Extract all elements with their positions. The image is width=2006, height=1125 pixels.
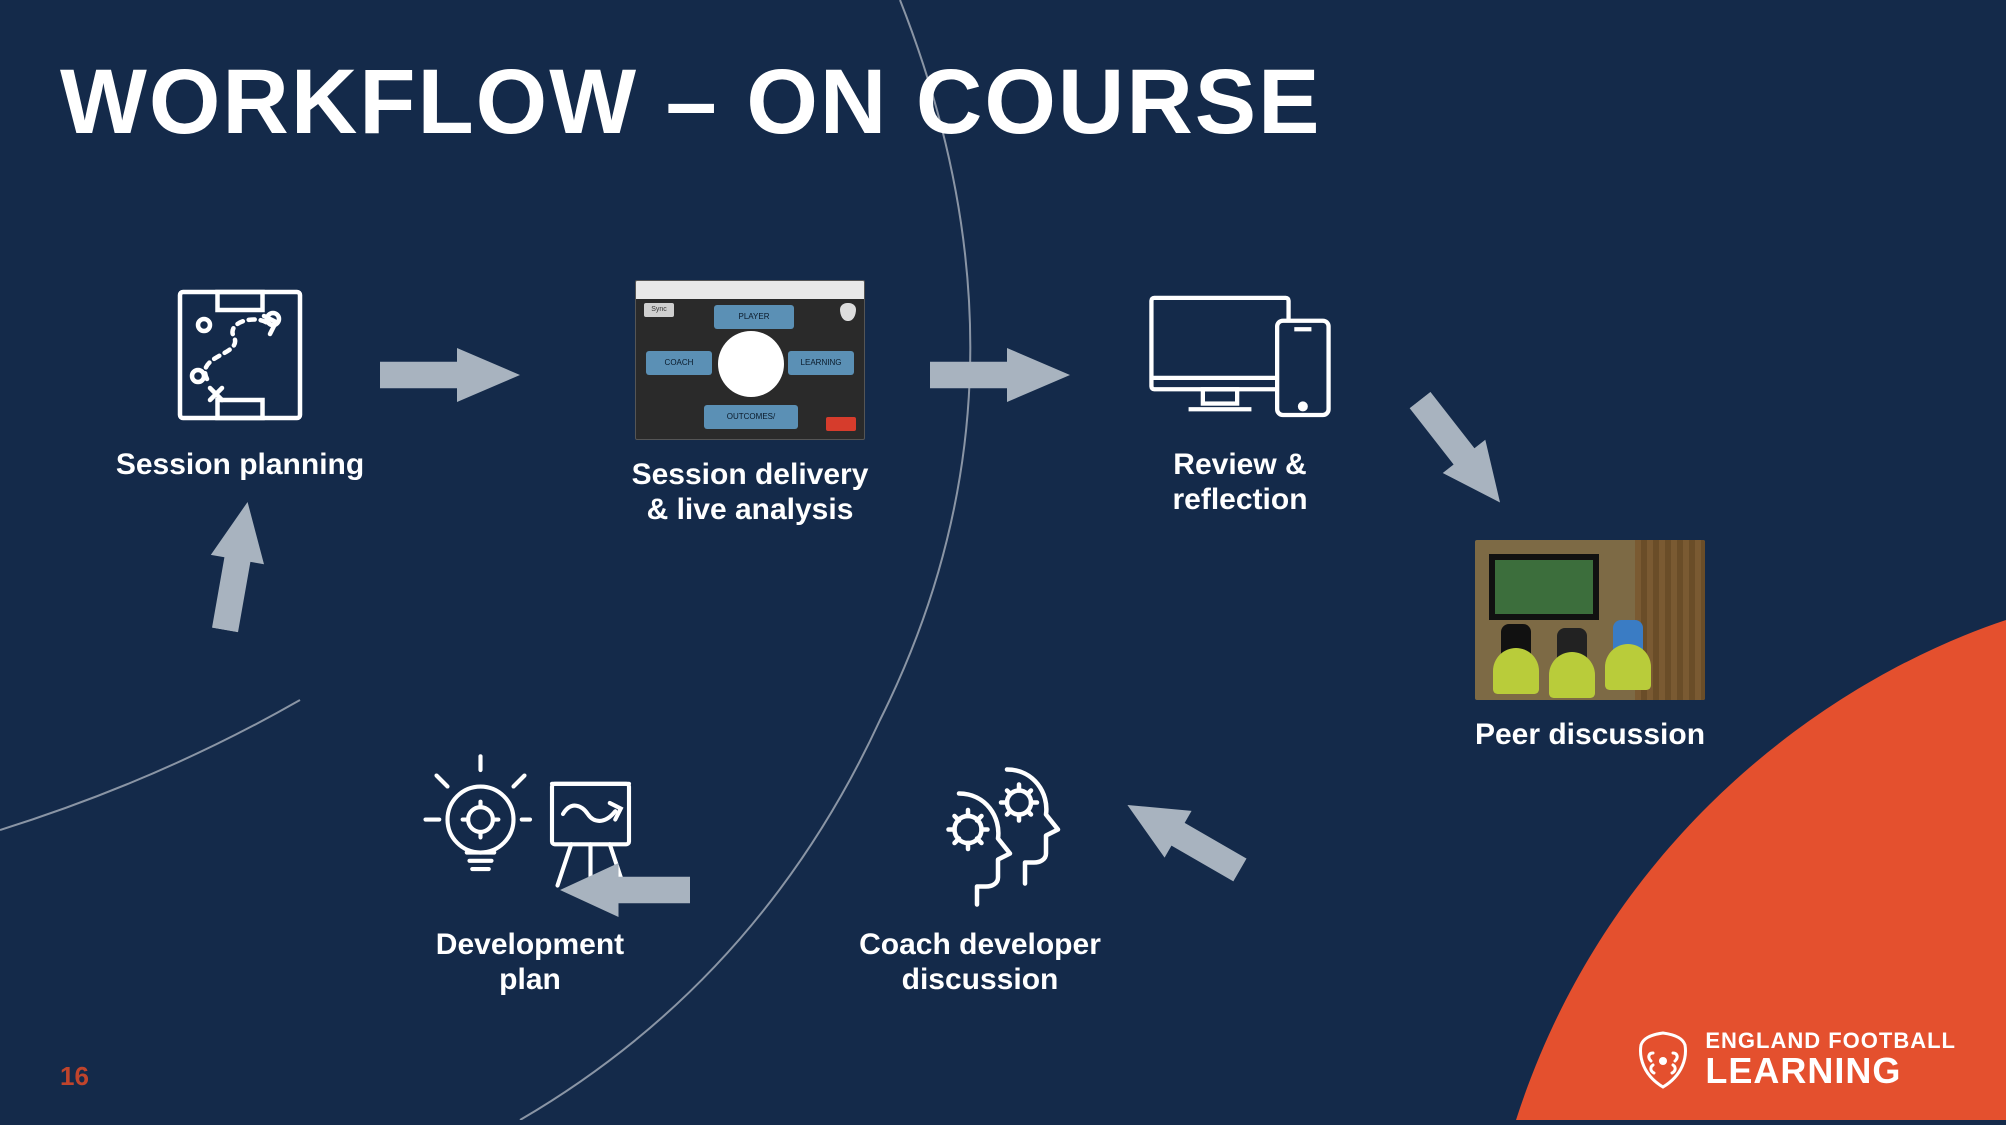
- node-label: Peer discussion: [1460, 718, 1720, 753]
- meeting-photo-icon: [1460, 540, 1720, 700]
- page-title: WORKFLOW – ON COURSE: [60, 50, 1322, 155]
- flow-arrow: [1112, 779, 1255, 896]
- brand-line1: ENGLAND FOOTBALL: [1705, 1029, 1956, 1052]
- crest-icon: [1635, 1031, 1691, 1089]
- node-label: Coach developer discussion: [850, 928, 1110, 997]
- brand-logo: ENGLAND FOOTBALL LEARNING: [1635, 1029, 1956, 1090]
- node-label: Review & reflection: [1110, 448, 1370, 517]
- brand-line2: LEARNING: [1705, 1052, 1956, 1090]
- two-heads-gears-icon: [850, 740, 1110, 910]
- flow-arrow: [930, 345, 1070, 405]
- slide: WORKFLOW – ON COURSE Session planning Sy…: [0, 0, 2006, 1120]
- flow-arrow: [380, 345, 520, 405]
- tactics-board-icon: [110, 280, 370, 430]
- node-coach-developer: Coach developer discussion: [850, 740, 1110, 997]
- node-label: Session planning: [110, 448, 370, 483]
- flow-arrow: [1396, 382, 1523, 521]
- node-review-reflection: Review & reflection: [1110, 280, 1370, 517]
- node-session-delivery: Sync PLAYER ENGAGEMENT COACH BEHAVIOUR L…: [620, 280, 880, 527]
- flow-arrow: [560, 860, 690, 920]
- analysis-app-icon: Sync PLAYER ENGAGEMENT COACH BEHAVIOUR L…: [620, 280, 880, 440]
- flow-arrow: [195, 497, 277, 635]
- node-label: Session delivery & live analysis: [620, 458, 880, 527]
- node-label: Development plan: [400, 928, 660, 997]
- node-peer-discussion: Peer discussion: [1460, 540, 1720, 753]
- page-number: 16: [60, 1061, 89, 1092]
- desktop-mobile-icon: [1110, 280, 1370, 430]
- node-session-planning: Session planning: [110, 280, 370, 483]
